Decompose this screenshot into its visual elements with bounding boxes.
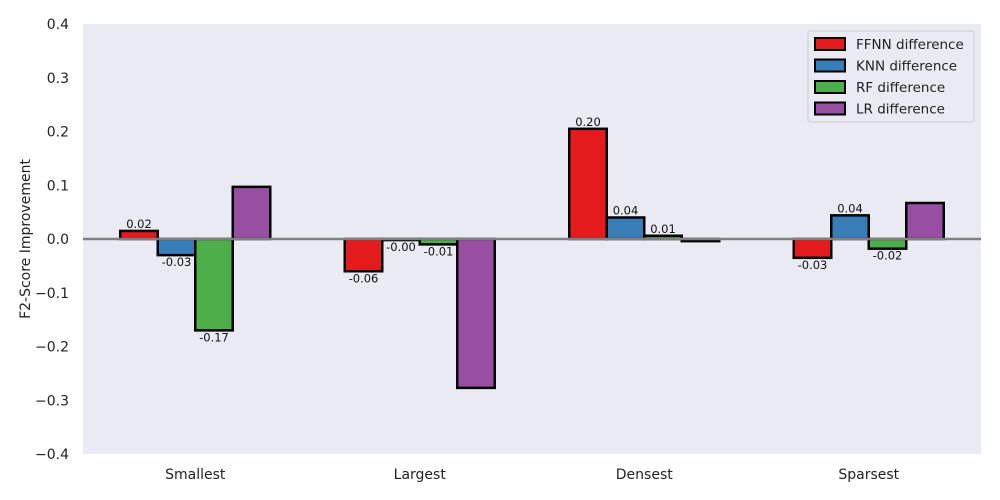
y-axis: −0.4 −0.3 −0.2 −0.1 0.0 0.1 0.2 0.3 0.4 <box>35 17 69 463</box>
y-tick-label: −0.3 <box>35 393 69 409</box>
bar <box>156 237 197 257</box>
bar-data-label: -0.06 <box>349 271 379 285</box>
y-tick-label: −0.1 <box>35 286 69 302</box>
bar-data-label: 0.01 <box>650 222 676 236</box>
bar-data-label: -0.17 <box>199 330 229 344</box>
x-tick-label: Largest <box>394 467 447 483</box>
bar-data-label: 0.04 <box>837 201 863 215</box>
legend-label: RF difference <box>856 80 945 96</box>
bar <box>194 237 234 332</box>
y-tick-label: 0.2 <box>47 125 69 141</box>
bar-data-label: 0.04 <box>613 204 639 218</box>
bar <box>792 237 833 260</box>
legend-label: KNN difference <box>856 59 957 75</box>
y-tick-label: 0.4 <box>47 17 69 33</box>
x-tick-label: Densest <box>616 467 673 483</box>
bar-data-label: -0.00 <box>386 240 416 254</box>
x-tick-label: Smallest <box>165 467 226 483</box>
legend-label: FFNN difference <box>856 37 964 53</box>
bar-data-label: 0.20 <box>575 115 601 129</box>
y-tick-label: −0.2 <box>35 340 69 356</box>
y-tick-label: 0.3 <box>47 71 69 87</box>
y-axis-title: F2-Score Improvement <box>18 159 34 319</box>
legend-swatch <box>814 37 846 51</box>
bar <box>456 237 496 390</box>
legend-swatch <box>814 58 846 73</box>
x-axis: Smallest Largest Densest Sparsest <box>165 467 900 483</box>
bar <box>343 237 384 273</box>
y-tick-label: 0.1 <box>47 178 69 194</box>
bar-data-label: 0.02 <box>126 217 152 231</box>
bar-data-label: -0.02 <box>873 249 903 263</box>
bar-data-label: -0.01 <box>424 244 454 258</box>
bar <box>605 216 646 241</box>
legend-box <box>807 30 975 123</box>
bar <box>867 237 908 250</box>
bar <box>231 185 272 241</box>
legend: FFNN difference KNN difference RF differen… <box>807 30 975 123</box>
legend-swatch <box>814 80 846 94</box>
bar <box>905 201 945 241</box>
data-labels: 0.02 -0.06 0.20 -0.03 -0.03 -0.00 0.04 0.04 -0.1… <box>126 115 902 345</box>
bars <box>119 127 945 390</box>
bar <box>568 127 608 241</box>
x-tick-label: Sparsest <box>838 467 899 483</box>
y-tick-label: −0.4 <box>35 447 69 463</box>
bar <box>830 214 870 241</box>
legend-swatch <box>814 101 846 116</box>
bar-data-label: -0.03 <box>162 255 192 269</box>
legend-label: LR difference <box>856 102 945 118</box>
y-tick-label: 0.0 <box>47 232 69 248</box>
bar-data-label: -0.03 <box>798 258 828 272</box>
